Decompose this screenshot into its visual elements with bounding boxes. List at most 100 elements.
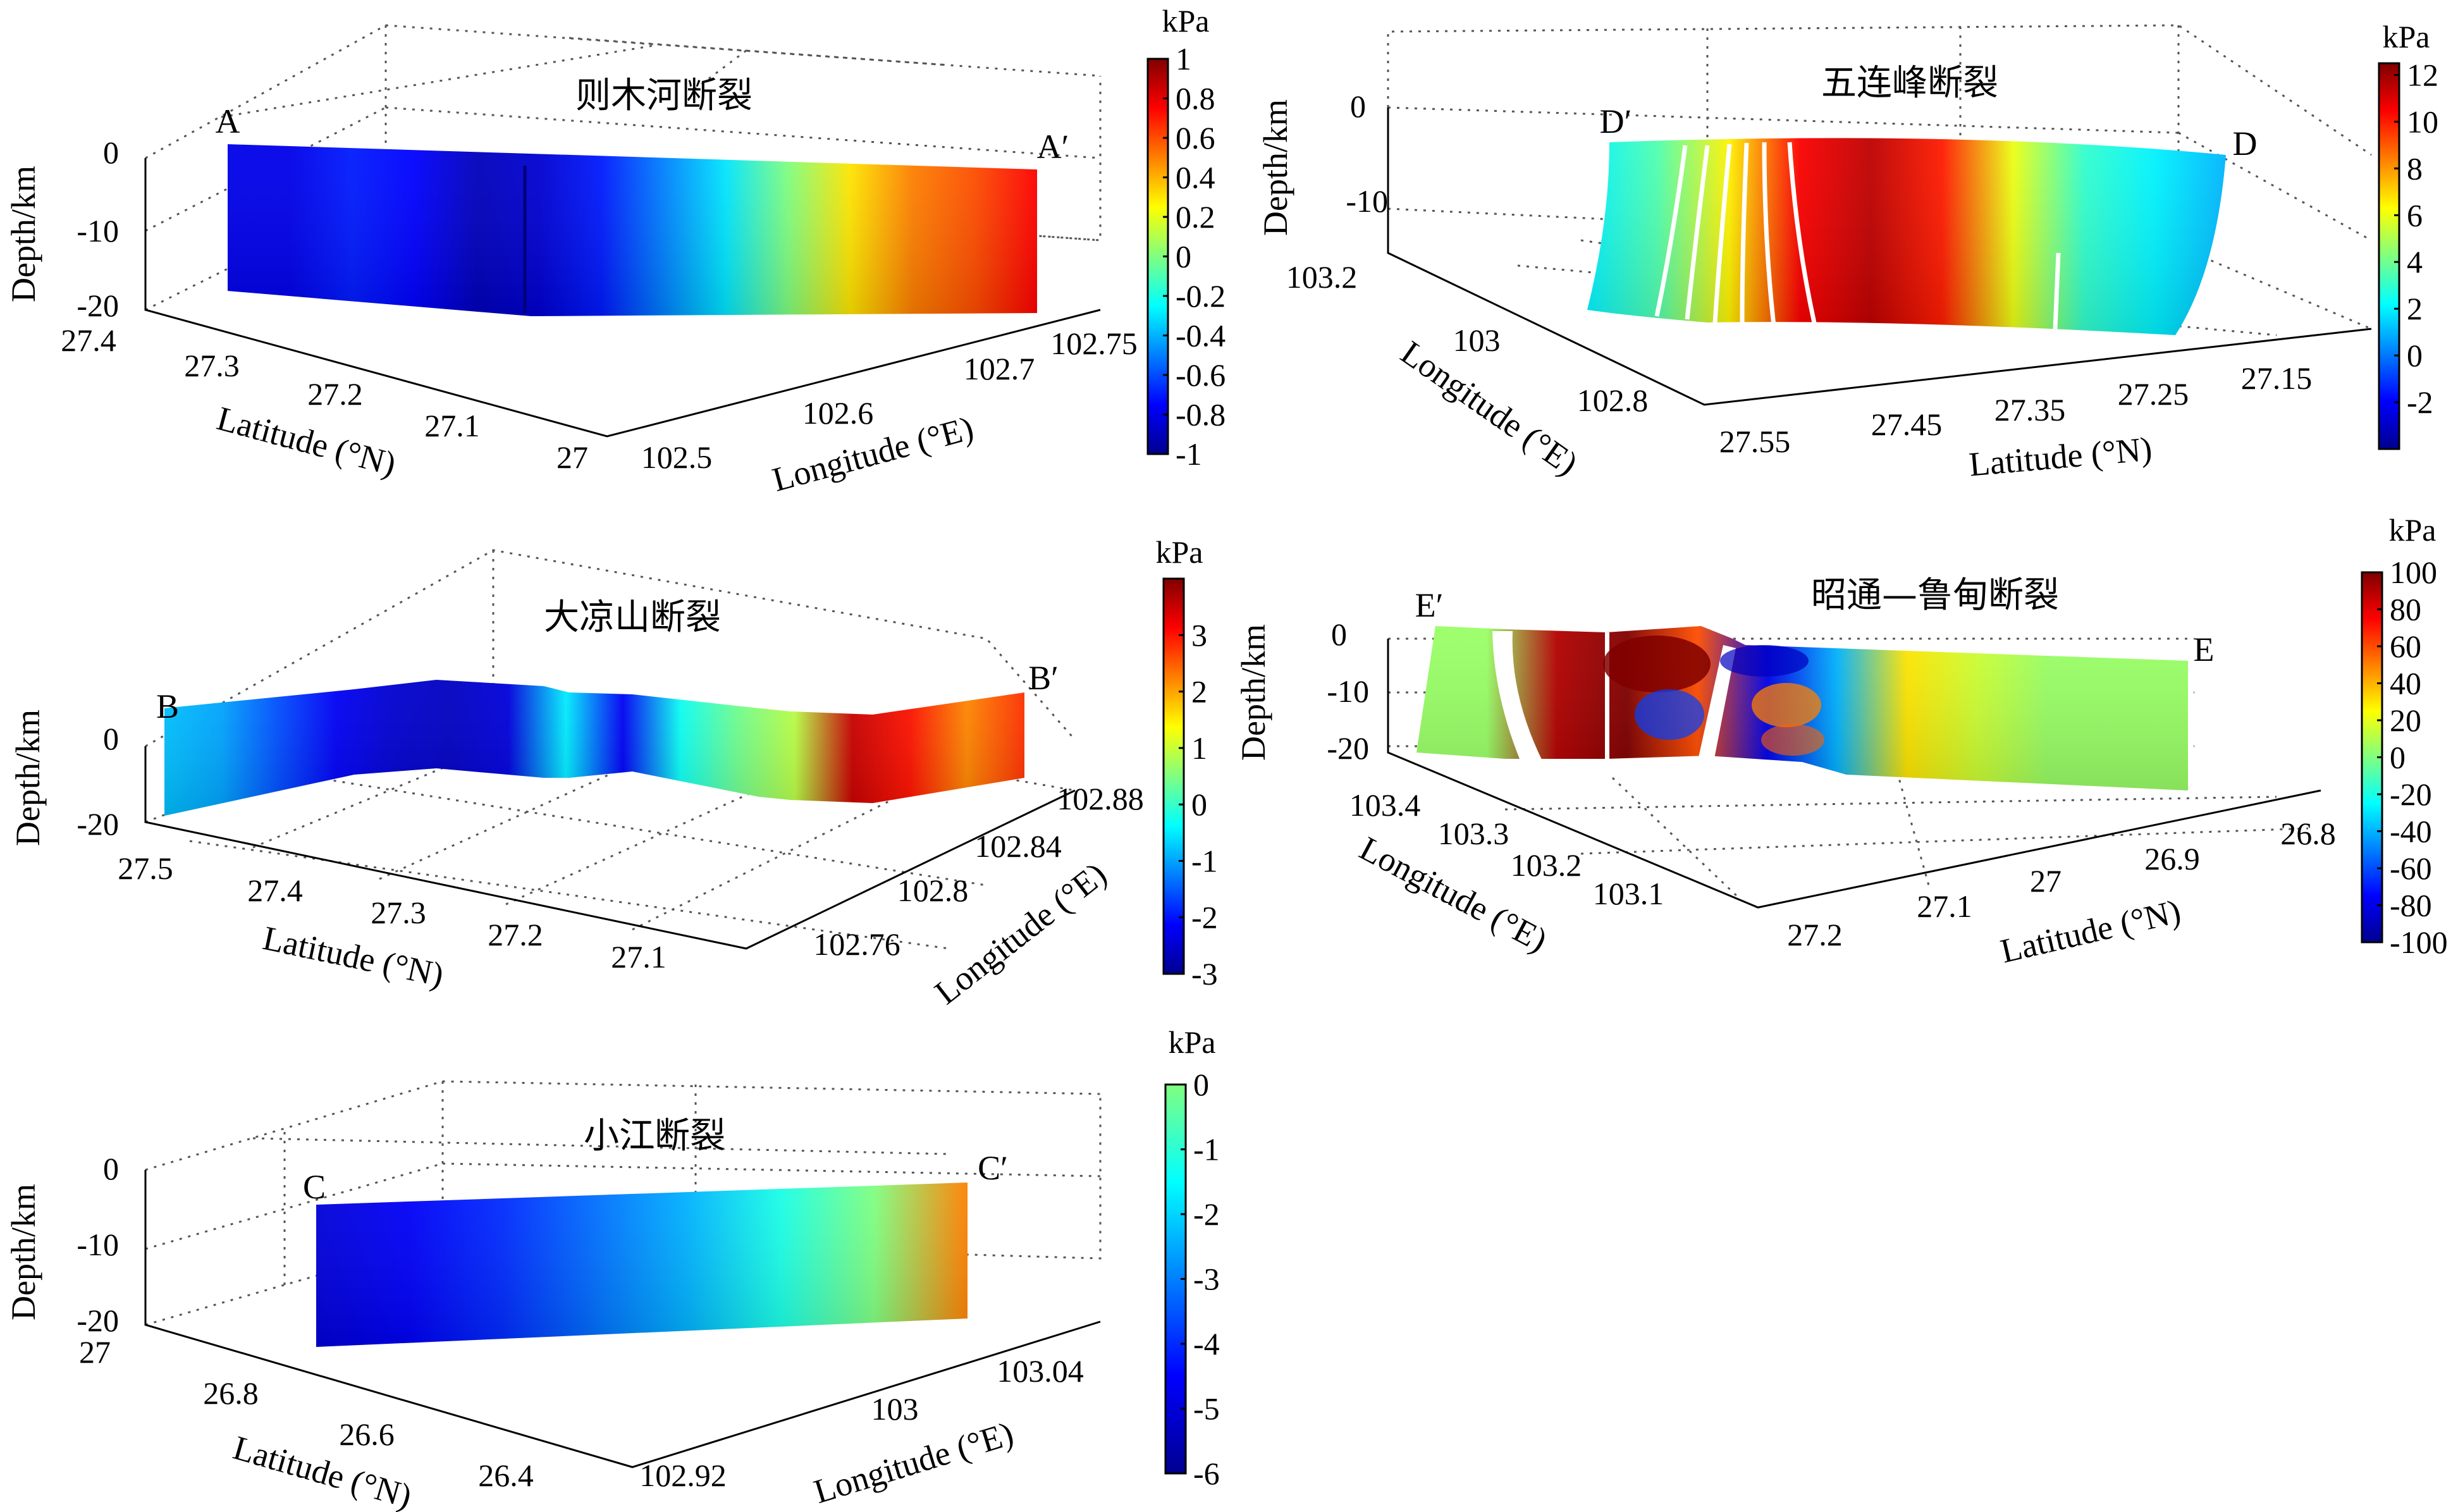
panel-E-start-label: E′ bbox=[1415, 586, 1444, 624]
panel-D-depth-tick: 0 bbox=[1350, 89, 1366, 124]
panel-E-lat-ticks: 27.2 27.1 27 26.9 26.8 bbox=[1787, 816, 2336, 952]
colorbar-tick-label: -0.4 bbox=[1176, 318, 1226, 353]
panel-A-lat-label: Latitude (°N) bbox=[213, 399, 400, 483]
panel-E-lat-tick: 27.1 bbox=[1917, 888, 1972, 924]
panel-B-axes bbox=[144, 746, 1076, 950]
colorbar-tick-label: 2 bbox=[2407, 291, 2423, 326]
panel-A-lat-tick: 27 bbox=[556, 439, 588, 475]
colorbar-tick-label: -80 bbox=[2390, 888, 2432, 923]
panel-D-lat-ticks: 27.55 27.45 27.35 27.25 27.15 bbox=[1719, 360, 2313, 459]
panel-A-colorbar: kPa 1 0.8 0.6 0.4 0.2 0 -0.2 -0.4 -0.6 -0.8-1 bbox=[1146, 3, 1226, 472]
panel-D-segment-gaps bbox=[1654, 142, 2061, 329]
panel-A-lat-ticks: 27.4 27.3 27.2 27.1 27 bbox=[61, 323, 588, 475]
panel-C-colorbar-unit: kPa bbox=[1169, 1024, 1216, 1060]
panel-B-lat-tick: 27.1 bbox=[611, 939, 667, 974]
panel-B-depth-tick: 0 bbox=[103, 721, 119, 756]
panel-B-depth-ticks: 0 -20 bbox=[77, 721, 119, 842]
panel-A-depth-tick: -10 bbox=[77, 213, 119, 249]
panel-E: 昭通—鲁甸断裂 E′ E Depth/km 0 -10 -20 103.4 10… bbox=[1234, 512, 2448, 970]
panel-B-lat-ticks: 27.5 27.4 27.3 27.2 27.1 bbox=[118, 851, 667, 974]
panel-D-lon-ticks: 103.2 103 102.8 bbox=[1286, 259, 1649, 418]
panel-E-depth-label: Depth/km bbox=[1234, 624, 1272, 761]
panel-E-depth-tick: -10 bbox=[1327, 673, 1369, 709]
colorbar-tick-label: -0.8 bbox=[1176, 397, 1226, 433]
panel-C-lat-ticks: 27 26.8 26.6 26.4 bbox=[79, 1334, 534, 1493]
panel-B-start-label: B bbox=[156, 687, 179, 725]
colorbar-tick-label: 4 bbox=[2407, 244, 2423, 280]
panel-E-axes bbox=[1387, 639, 2321, 909]
panel-B-lat-tick: 27.2 bbox=[488, 917, 543, 952]
panel-C-lat-tick: 26.8 bbox=[203, 1375, 259, 1411]
panel-C-lon-label: Longitude (°E) bbox=[809, 1414, 1017, 1511]
panel-B: 大凉山断裂 B B′ Depth/km 0 -20 27.5 27.4 27.3… bbox=[9, 534, 1218, 1012]
panel-E-depth-ticks: 0 -10 -20 bbox=[1327, 617, 1369, 766]
panel-D-lon-tick: 102.8 bbox=[1577, 383, 1649, 418]
panel-B-lat-tick: 27.4 bbox=[247, 873, 303, 908]
colorbar-tick-label: 8 bbox=[2407, 151, 2423, 186]
panel-D-lat-tick: 27.35 bbox=[1994, 392, 2066, 427]
panel-D-lat-tick: 27.45 bbox=[1871, 407, 1943, 442]
panel-C-lon-tick: 103 bbox=[871, 1391, 919, 1427]
panel-D: 五连峰断裂 D′ D Depth/km 0 -10 103.2 103 102.… bbox=[1257, 19, 2438, 484]
panel-D-colorbar-unit: kPa bbox=[2383, 19, 2430, 54]
panel-D-lat-tick: 27.15 bbox=[2241, 360, 2313, 396]
panel-E-stress-lobes bbox=[1603, 636, 1824, 756]
panel-A: 则木河断裂 A A′ Depth/km 0 -10 -20 27.4 27.3 … bbox=[4, 3, 1226, 499]
panel-B-lon-tick: 102.76 bbox=[813, 926, 900, 962]
colorbar-tick-label: 40 bbox=[2390, 666, 2421, 701]
panel-A-depth-tick: -20 bbox=[77, 288, 119, 323]
panel-D-start-label: D′ bbox=[1600, 102, 1632, 140]
colorbar-tick-label: 60 bbox=[2390, 629, 2421, 664]
panel-E-lon-tick: 103.3 bbox=[1438, 816, 1509, 851]
colorbar-tick-label: -1 bbox=[1176, 436, 1202, 472]
colorbar-tick-label: 0.2 bbox=[1176, 199, 1215, 235]
panel-D-end-label: D bbox=[2233, 125, 2258, 163]
colorbar-tick-label: 0 bbox=[2390, 740, 2406, 775]
panel-D-lon-tick: 103 bbox=[1453, 323, 1501, 358]
colorbar-tick-label: 1 bbox=[1176, 41, 1191, 77]
panel-C-depth-label: Depth/km bbox=[4, 1184, 42, 1320]
panel-E-depth-tick: 0 bbox=[1331, 617, 1347, 652]
colorbar-tick-label: -20 bbox=[2390, 777, 2432, 812]
colorbar-tick-label: -2 bbox=[2407, 384, 2433, 420]
panel-E-lon-ticks: 103.4 103.3 103.2 103.1 bbox=[1349, 787, 1664, 911]
colorbar-tick-label: -0.2 bbox=[1176, 278, 1226, 314]
panel-D-lon-tick: 103.2 bbox=[1286, 259, 1358, 295]
panel-D-axes bbox=[1387, 108, 2372, 406]
panel-A-lon-tick: 102.75 bbox=[1050, 326, 1138, 361]
panel-A-lon-tick: 102.6 bbox=[802, 395, 874, 431]
panel-C-depth-tick: -20 bbox=[77, 1303, 119, 1338]
panel-D-lat-tick: 27.25 bbox=[2118, 376, 2189, 412]
panel-C-depth-tick: 0 bbox=[103, 1151, 119, 1186]
colorbar-tick-label: 0.4 bbox=[1176, 160, 1215, 195]
panel-C-lon-tick: 103.04 bbox=[997, 1353, 1084, 1389]
panel-A-end-label: A′ bbox=[1037, 128, 1069, 166]
panel-B-lat-tick: 27.3 bbox=[371, 895, 426, 930]
panel-E-lon-tick: 103.1 bbox=[1593, 876, 1664, 911]
panel-B-lon-tick: 102.8 bbox=[897, 873, 969, 908]
panel-C-depth-tick: -10 bbox=[77, 1227, 119, 1262]
panel-E-lat-tick: 26.9 bbox=[2144, 841, 2200, 876]
panel-E-colorbar-unit: kPa bbox=[2389, 512, 2436, 548]
colorbar-tick-label: 2 bbox=[1191, 674, 1207, 710]
panel-B-lon-tick: 102.84 bbox=[974, 828, 1062, 864]
panel-C-depth-ticks: 0 -10 -20 bbox=[77, 1151, 119, 1338]
panel-D-depth-label: Depth/km bbox=[1257, 99, 1294, 236]
panel-B-depth-tick: -20 bbox=[77, 806, 119, 842]
panel-C-lat-tick: 26.4 bbox=[478, 1458, 534, 1493]
colorbar-tick-label: -2 bbox=[1191, 900, 1218, 935]
panel-A-lon-tick: 102.5 bbox=[641, 439, 713, 475]
panel-C-colorbar-ticks: 0 -1 -2 -3 -4 -5 -6 bbox=[1181, 1067, 1220, 1491]
panel-A-lat-tick: 27.3 bbox=[184, 348, 240, 383]
panel-E-end-label: E bbox=[2194, 630, 2215, 668]
panel-A-lon-ticks: 102.5 102.6 102.7 102.75 bbox=[641, 326, 1138, 475]
panel-C-start-label: C bbox=[303, 1168, 326, 1206]
colorbar-tick-label: -4 bbox=[1193, 1326, 1220, 1361]
panel-A-lat-tick: 27.1 bbox=[424, 408, 480, 443]
panel-B-colorbar-gradient bbox=[1162, 577, 1185, 975]
panel-A-colorbar-unit: kPa bbox=[1162, 3, 1210, 39]
panel-E-lon-tick: 103.4 bbox=[1349, 787, 1421, 823]
panel-B-lon-tick: 102.88 bbox=[1057, 781, 1144, 816]
panel-A-axes bbox=[144, 158, 1101, 438]
panel-E-depth-tick: -20 bbox=[1327, 730, 1369, 766]
